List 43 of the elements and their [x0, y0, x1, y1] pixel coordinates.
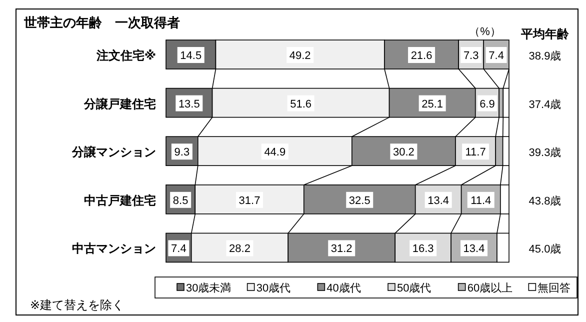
data-label: 7.3: [463, 50, 479, 62]
y-tick-label: 中古マンション: [72, 242, 156, 256]
data-label: 7.4: [488, 50, 504, 62]
data-label: 9.3: [174, 146, 190, 159]
text: 38.9歳: [528, 50, 562, 62]
data-label: 21.6: [410, 50, 432, 62]
x-axis-title: （%）: [469, 26, 501, 38]
data-label: 30.2: [392, 146, 414, 159]
data-label: 7.4: [171, 243, 186, 256]
y2-axis-title: 平均年齢: [520, 27, 570, 41]
data-label: 8.5: [172, 194, 188, 207]
legend-label: 60歳以上: [467, 282, 513, 294]
legend-label: 無回答: [538, 282, 571, 294]
text: 45.0歳: [528, 242, 562, 256]
data-label: 28.2: [229, 243, 250, 256]
data-label: 31.2: [330, 243, 352, 256]
y-tick-label: 中古戸建住宅: [84, 193, 156, 208]
chart-title: 世帯主の年齢 一次取得者: [23, 15, 180, 30]
data-label: 25.1: [422, 98, 444, 110]
data-label: 13.4: [428, 194, 450, 207]
data-label: 14.5: [180, 50, 202, 62]
legend-label: 40歳代: [326, 282, 361, 294]
data-label: 49.2: [289, 50, 311, 62]
text: 37.4歳: [528, 98, 562, 111]
data-label: 16.3: [412, 243, 434, 256]
text: 43.8歳: [528, 194, 562, 208]
data-label: 6.9: [480, 98, 495, 110]
legend-label: 50歳代: [397, 282, 432, 294]
data-label: 32.5: [348, 194, 370, 207]
y-tick-label: 分譲戸建住宅: [83, 96, 156, 111]
data-label: 11.4: [470, 194, 492, 207]
data-label: 44.9: [264, 146, 286, 159]
y-tick-label: 注文住宅※: [95, 48, 156, 62]
text: ※建て替えを除く: [30, 298, 124, 312]
legend-label: 30歳未満: [186, 282, 232, 294]
data-label: 31.7: [238, 194, 260, 207]
text: 39.3歳: [528, 146, 562, 160]
data-label: 13.4: [463, 243, 485, 256]
y-tick-label: 分譲マンション: [71, 145, 156, 160]
legend-label: 30歳代: [256, 282, 291, 294]
data-label: 11.7: [465, 146, 486, 159]
data-label: 51.6: [290, 98, 312, 110]
data-label: 13.5: [178, 98, 200, 110]
